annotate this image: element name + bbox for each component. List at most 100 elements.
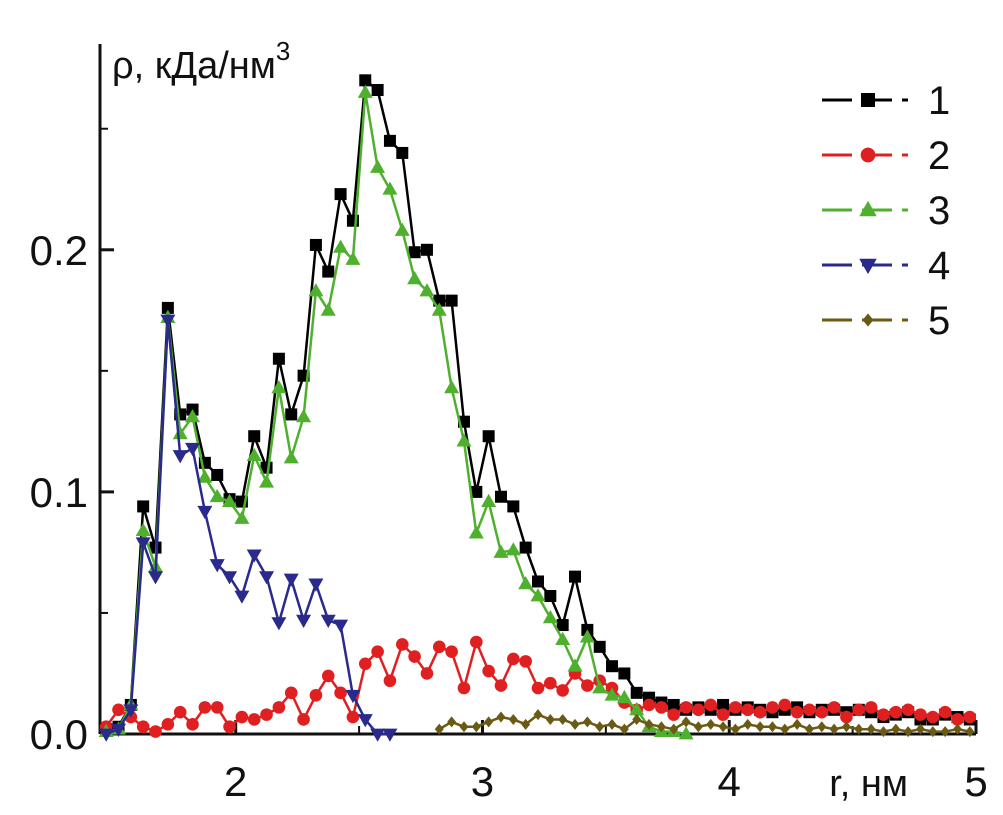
series-3-point <box>629 701 645 716</box>
series-1-point <box>544 590 557 602</box>
series-3-point <box>530 588 546 602</box>
series-3-point <box>468 525 484 539</box>
y-tick-label: 0.0 <box>30 711 88 758</box>
series-2-point <box>778 698 792 712</box>
x-tick-label: 5 <box>964 758 987 805</box>
series-5-point <box>508 713 518 725</box>
series-5-point <box>656 721 666 733</box>
series-5-point <box>891 723 901 735</box>
series-5-point <box>545 713 555 725</box>
legend-marker <box>859 200 877 217</box>
legend-label: 3 <box>928 189 950 233</box>
series-1-point <box>309 238 322 251</box>
series-5 <box>434 709 975 738</box>
series-3-point <box>444 379 460 394</box>
series-3-point <box>678 726 694 740</box>
series-3-point <box>296 409 312 423</box>
series-2-point <box>692 703 705 717</box>
series-2-point <box>729 701 742 714</box>
series-5-point <box>940 726 950 738</box>
series-3-point <box>407 271 423 285</box>
series-4-point <box>320 614 336 629</box>
series-2 <box>99 635 977 738</box>
series-5-point <box>792 718 802 730</box>
series-5-point <box>780 723 790 735</box>
series-4-point <box>160 314 176 328</box>
series-2-point <box>951 713 964 726</box>
series-5-point <box>669 723 679 735</box>
series-4-point <box>333 619 349 633</box>
series-3-point <box>505 542 521 556</box>
series-2-point <box>198 701 212 714</box>
series-1-point <box>137 500 150 513</box>
series-2-point <box>457 681 471 695</box>
series-3-point <box>308 283 324 297</box>
series-5-point <box>706 718 716 730</box>
series-5-point <box>644 718 654 730</box>
series-2-point <box>741 703 755 717</box>
series-5-point <box>447 716 457 728</box>
series-3-point <box>345 251 361 265</box>
series-4-line <box>105 319 390 736</box>
y-tick-label: 0.2 <box>30 227 88 274</box>
x-tick-label: 2 <box>224 758 247 805</box>
series-2-point <box>383 674 397 688</box>
series-5-point <box>829 723 839 735</box>
y-ticks: 0.0 0.1 0.2 <box>30 127 114 758</box>
series-1-point <box>532 575 544 588</box>
y-axis-title-text: ρ, кДа/нм <box>112 45 276 87</box>
series-2-point <box>766 701 779 714</box>
series-4 <box>98 314 398 742</box>
series-2-point <box>827 701 841 714</box>
series-2-point <box>334 686 347 700</box>
series-3-point <box>481 493 497 507</box>
series-3-point <box>283 450 299 464</box>
series-1-point <box>494 490 507 503</box>
series-2-point <box>420 667 434 680</box>
series-4-point <box>246 549 262 563</box>
series-2-point <box>753 705 767 719</box>
series-2-point <box>679 701 693 714</box>
series-2-point <box>346 710 360 724</box>
legend-item-1: 1 <box>822 79 950 123</box>
series-1-point <box>396 146 409 159</box>
series-2-point <box>247 713 261 726</box>
series-1-point <box>359 74 372 87</box>
series-4-point <box>259 571 275 585</box>
series-4-point <box>296 614 312 629</box>
series-3-point <box>592 680 608 694</box>
series-3-point <box>456 433 472 447</box>
series-5-point <box>817 721 827 733</box>
series-2-point <box>470 635 483 649</box>
series-3-point <box>209 488 225 503</box>
series-3-point <box>431 302 447 316</box>
series-3-point <box>259 474 275 488</box>
series-2-point <box>507 652 520 666</box>
series-2-point <box>395 638 409 651</box>
series-4-point <box>222 571 238 585</box>
series-5-point <box>484 716 494 728</box>
series-4-point <box>382 728 398 742</box>
series-4-point <box>172 450 188 464</box>
series-1-point <box>507 500 520 513</box>
x-ticks: 2 3 4 5 <box>111 720 988 805</box>
series-4-point <box>271 617 287 631</box>
series-2-point <box>926 710 940 724</box>
series-4-point <box>234 590 250 604</box>
series-2-point <box>309 688 323 702</box>
series-4-point <box>98 728 114 742</box>
series-2-point <box>210 701 224 714</box>
series-2-point <box>803 703 816 717</box>
series-5-point <box>595 721 605 733</box>
series-3-line <box>105 92 687 736</box>
series-1-point <box>445 294 458 307</box>
series-2-point <box>358 657 372 671</box>
series-3-point <box>518 576 534 590</box>
series-1-point <box>667 698 680 711</box>
series-5-point <box>854 723 864 735</box>
series-2-point <box>173 705 187 719</box>
series-5-point <box>730 723 740 735</box>
series-2-point <box>321 669 335 683</box>
series-3-point <box>135 522 151 537</box>
series-2-point <box>161 718 175 731</box>
